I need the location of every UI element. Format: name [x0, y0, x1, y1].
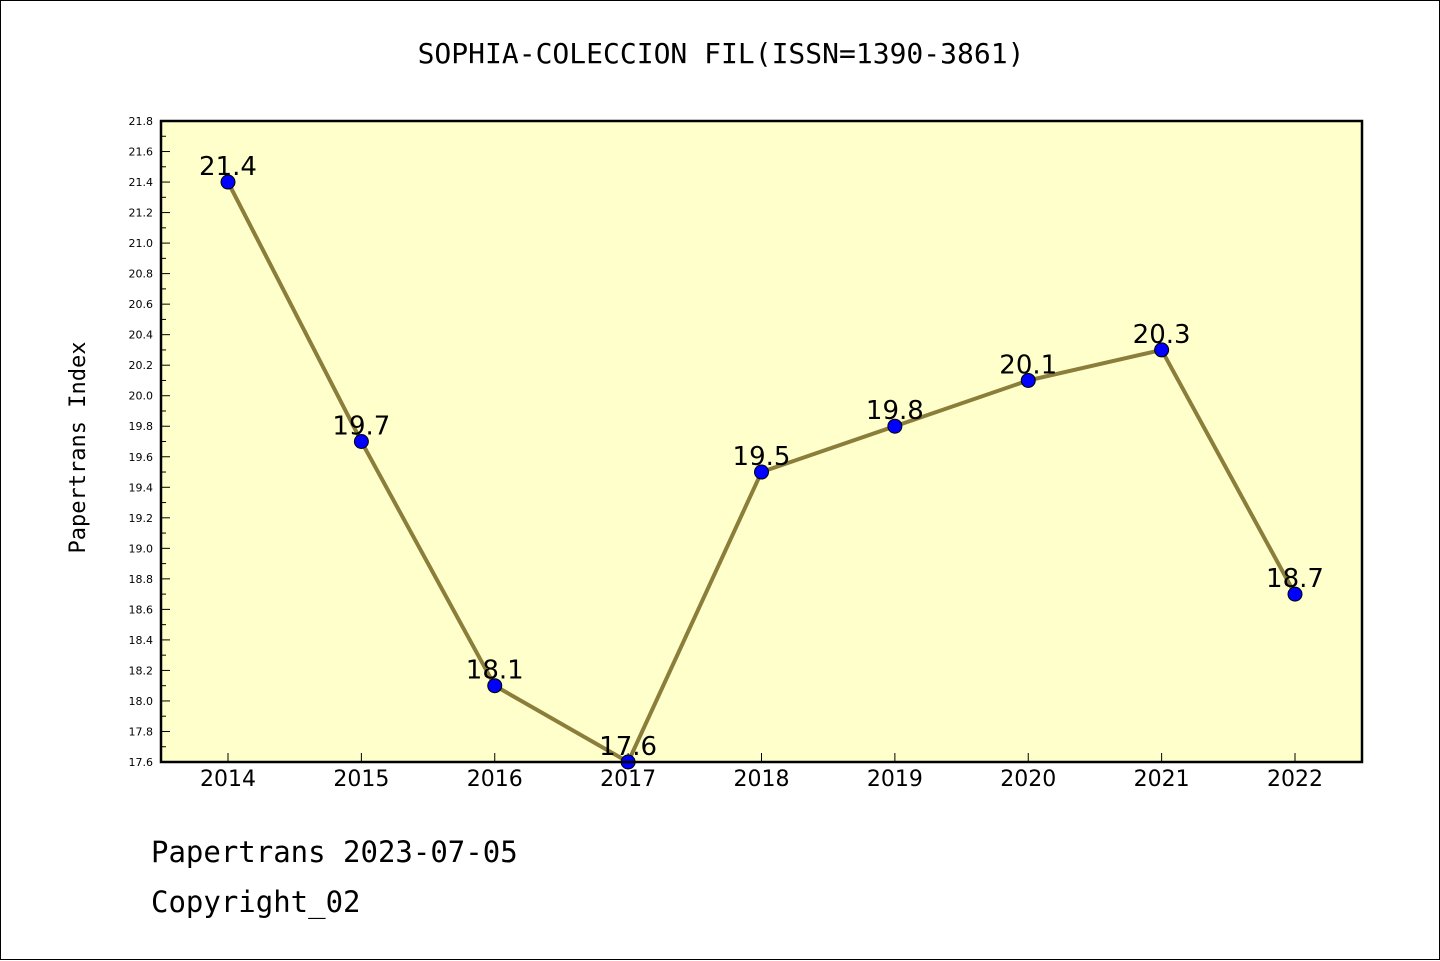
y-tick-label: 21.4 [129, 176, 154, 189]
y-tick-label: 20.4 [129, 329, 154, 342]
x-axis: 2014 2015 2016 2017 2018 2019 2020 2021 2022 [200, 753, 1323, 792]
y-tick-label: 21.8 [129, 115, 154, 128]
y-tick-label: 21.0 [129, 237, 154, 250]
y-tick-label: 20.0 [129, 390, 154, 403]
chart-title: SOPHIA-COLECCION FIL(ISSN=1390-3861) [417, 37, 1025, 70]
x-tick-label: 2014 [200, 767, 256, 792]
data-point [1020, 372, 1036, 388]
y-tick-label: 19.2 [129, 512, 154, 525]
data-label: 20.3 [1133, 320, 1191, 350]
x-tick-label: 2016 [467, 767, 523, 792]
y-tick-label: 19.0 [129, 542, 154, 555]
plot-border [159, 119, 1364, 764]
x-tick-label: 2021 [1134, 767, 1190, 792]
footer-date: Papertrans 2023-07-05 [151, 835, 518, 869]
y-tick-label: 18.8 [129, 573, 154, 586]
y-tick-label: 19.6 [129, 451, 154, 464]
y-tick-label: 17.6 [129, 756, 154, 769]
data-point [754, 464, 769, 480]
y-tick-label: 21.6 [129, 146, 154, 159]
data-label: 18.7 [1266, 564, 1324, 594]
data-point [887, 418, 903, 434]
data-label: 19.5 [733, 442, 791, 472]
data-point [1154, 342, 1170, 358]
data-point [1287, 586, 1303, 602]
y-tick-label: 20.2 [129, 359, 154, 372]
y-tick-label: 17.8 [129, 725, 154, 738]
data-point [353, 434, 369, 449]
y-tick-label: 18.6 [129, 603, 154, 616]
data-label: 21.4 [199, 152, 257, 182]
y-tick-label: 21.2 [129, 207, 154, 220]
x-tick-label: 2019 [867, 767, 923, 792]
y-axis-label: Papertrans Index [66, 342, 91, 554]
data-label: 18.1 [466, 656, 524, 686]
y-tick-label: 18.4 [129, 634, 154, 647]
data-point [220, 174, 236, 190]
data-label: 19.7 [332, 412, 390, 442]
data-label: 20.1 [999, 350, 1057, 380]
y-tick-label: 19.4 [129, 481, 154, 494]
y-axis: 17.6 17.8 18.0 18.2 18.4 18.6 18.8 19.0 19.2 19.4… [129, 115, 170, 769]
x-tick-label: 2022 [1267, 767, 1323, 792]
y-tick-label: 19.8 [129, 420, 154, 433]
footer-copyright: Copyright_02 [151, 885, 361, 919]
y-tick-label: 20.8 [129, 268, 154, 281]
data-label: 17.6 [599, 732, 657, 762]
x-tick-label: 2017 [600, 767, 656, 792]
x-tick-label: 2015 [333, 767, 389, 792]
x-tick-label: 2020 [1000, 767, 1056, 792]
data-label: 19.8 [866, 396, 924, 426]
data-point [487, 678, 503, 694]
series: 21.4 19.7 18.1 17.6 19.5 19.8 20.1 20.3 18.7 [199, 152, 1324, 770]
x-tick-label: 2018 [734, 767, 790, 792]
y-tick-label: 18.2 [129, 664, 154, 677]
y-tick-label: 18.0 [129, 695, 154, 708]
y-tick-label: 20.6 [129, 298, 154, 311]
